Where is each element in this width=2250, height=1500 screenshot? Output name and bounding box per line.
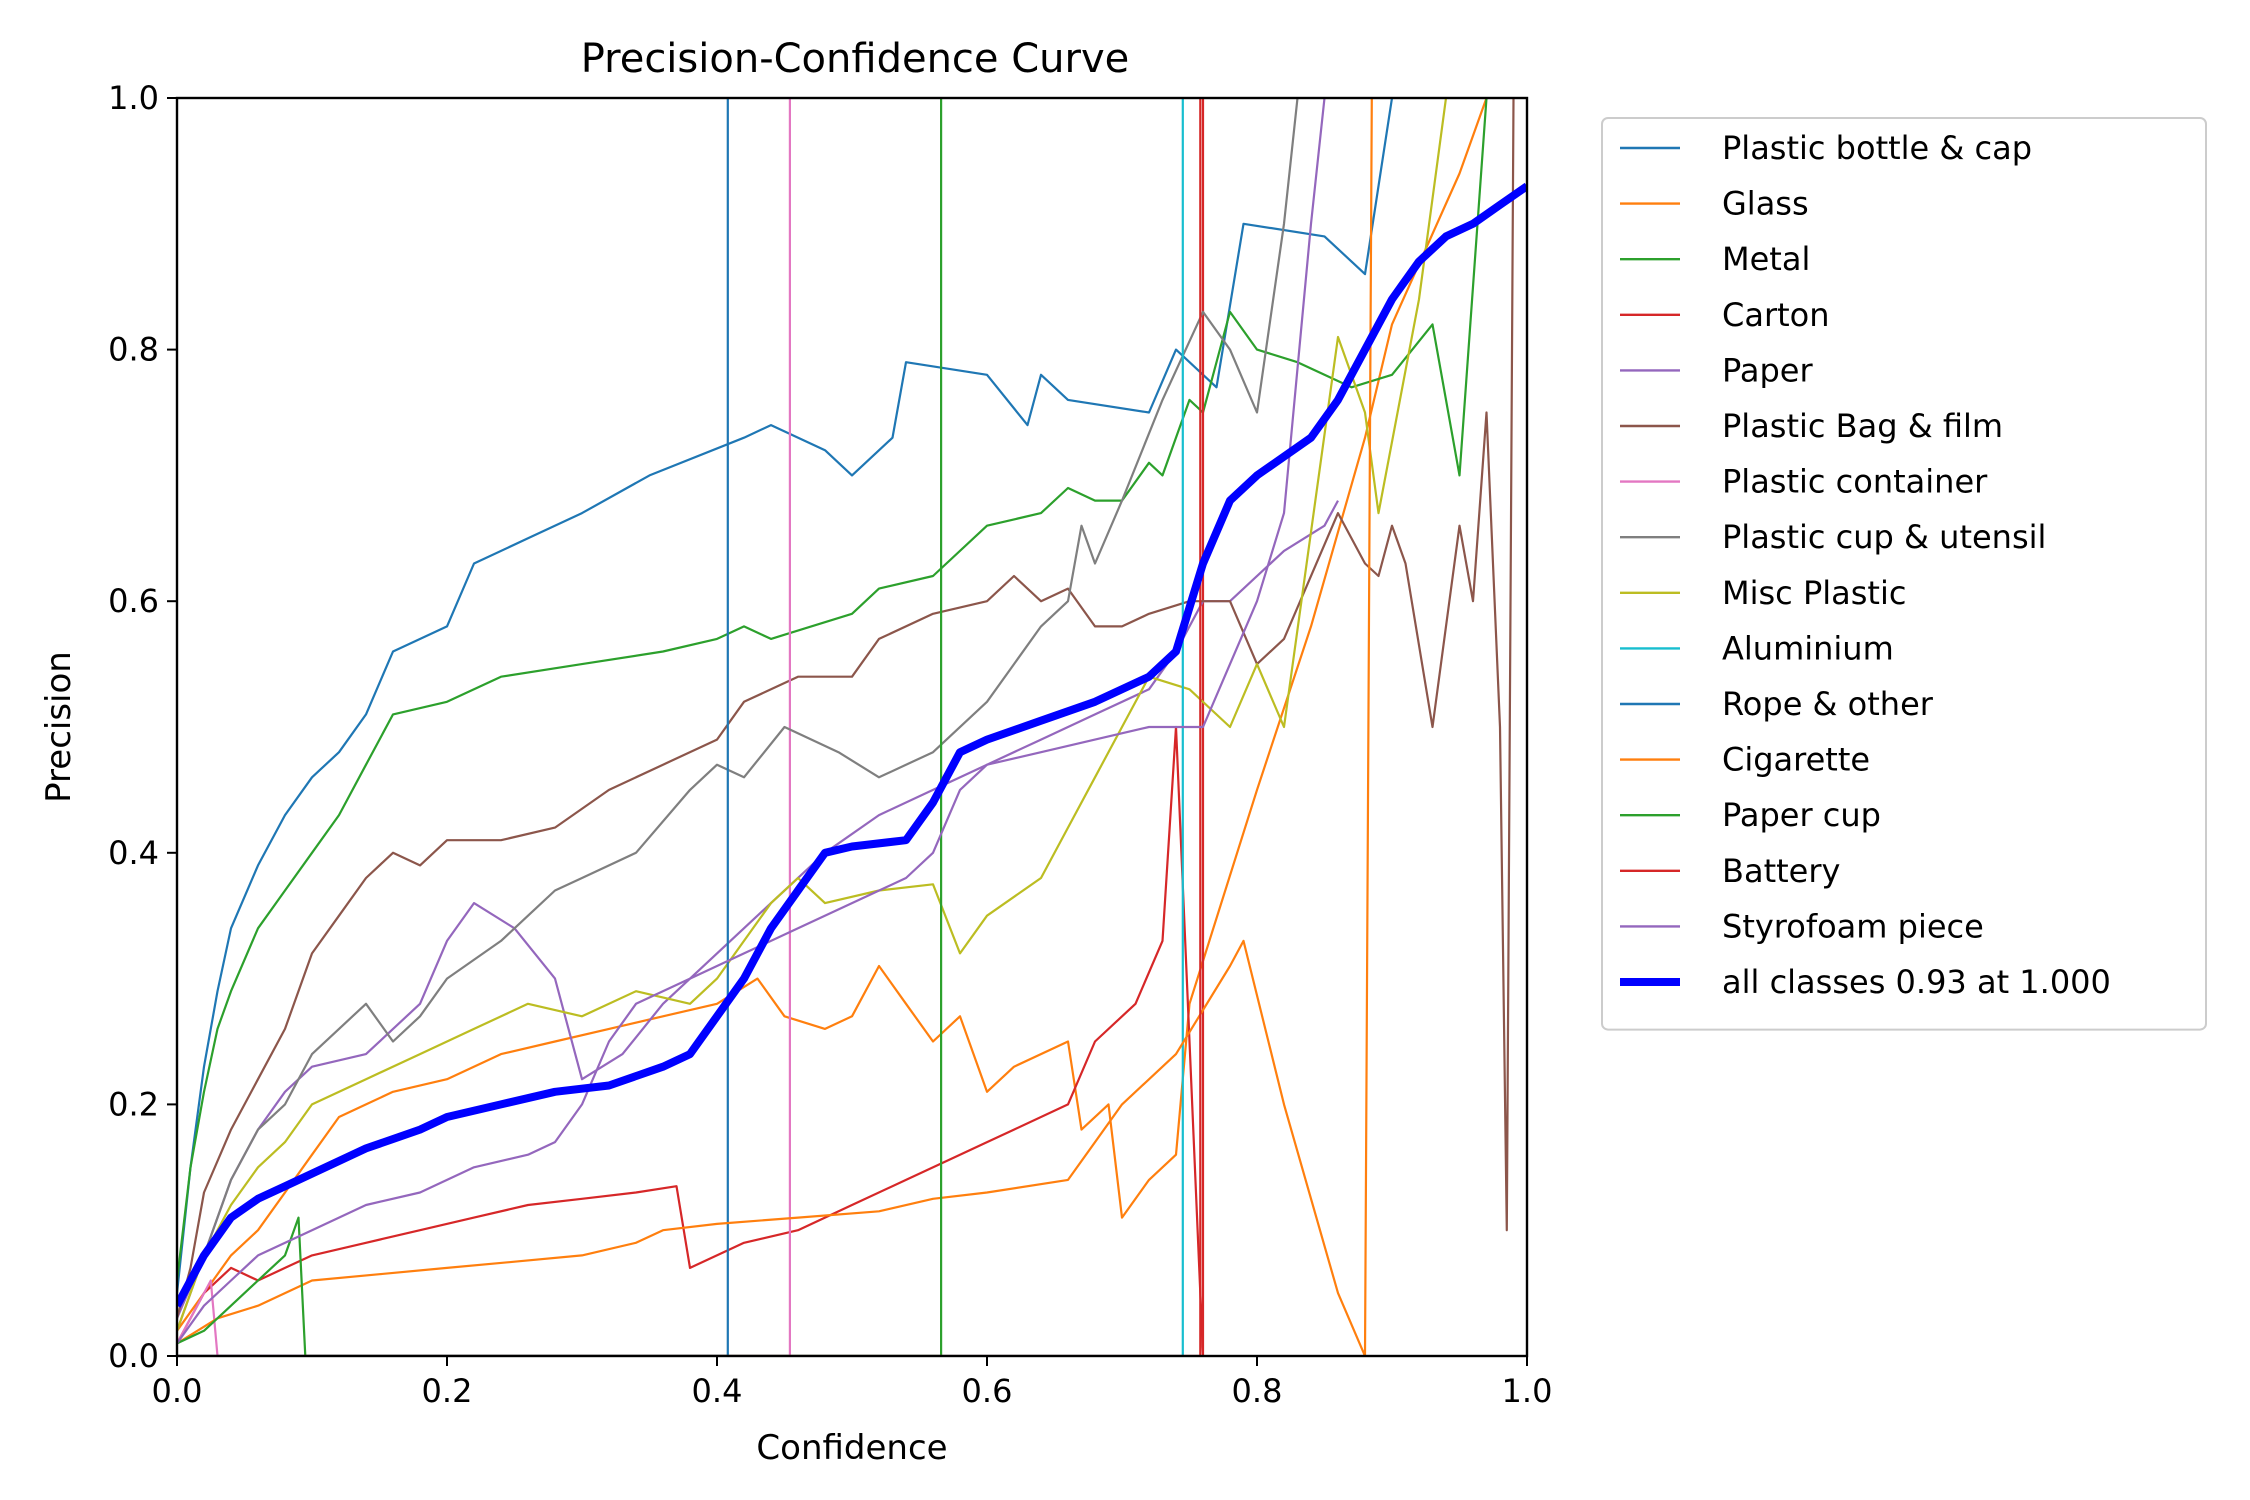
legend-label-rope-other: Rope & other <box>1722 685 1934 723</box>
series-line-paper-cup <box>177 98 943 1356</box>
x-tick-label: 0.6 <box>962 1372 1013 1410</box>
series-line-glass <box>177 98 1488 1332</box>
legend-label-misc-plastic: Misc Plastic <box>1722 574 1906 612</box>
series-line-styrofoam-piece <box>177 98 1326 1345</box>
legend-label-metal: Metal <box>1722 240 1810 278</box>
series-line-plastic-container <box>177 98 792 1356</box>
series-line-rope-other <box>177 98 729 1356</box>
series-line-aluminium <box>177 98 1184 1356</box>
x-tick-label: 0.4 <box>692 1372 743 1410</box>
y-tick-label: 0.6 <box>108 582 159 620</box>
y-axis-label: Precision <box>39 651 79 803</box>
y-tick-label: 0.0 <box>108 1337 159 1375</box>
plot-lines <box>177 98 1527 1356</box>
y-tick-label: 1.0 <box>108 79 159 117</box>
series-line-battery <box>177 98 1202 1356</box>
legend-label-plastic-container: Plastic container <box>1722 463 1988 501</box>
legend-label-plastic-bag-film: Plastic Bag & film <box>1722 407 2003 445</box>
x-axis: 0.0 0.2 0.4 0.6 0.8 1.0 <box>152 1356 1553 1410</box>
x-tick-label: 0.0 <box>152 1372 203 1410</box>
legend-label-paper-cup: Paper cup <box>1722 796 1881 834</box>
legend: Plastic bottle & cap Glass Metal Carton Pape… <box>1601 117 2207 1031</box>
series-line-plastic-bottle-cap <box>177 98 1394 1294</box>
x-tick-label: 0.8 <box>1232 1372 1283 1410</box>
series-line-plastic-bag-film <box>177 98 1515 1319</box>
legend-label-paper: Paper <box>1722 351 1813 389</box>
plot-area-frame <box>175 96 1529 1358</box>
series-line-metal <box>177 98 1488 1281</box>
legend-label-battery: Battery <box>1722 852 1840 890</box>
chart-title: Precision-Confidence Curve <box>581 36 1130 82</box>
legend-label-cigarette: Cigarette <box>1722 741 1870 779</box>
y-axis: 0.0 0.2 0.4 0.6 0.8 1.0 <box>108 79 177 1375</box>
legend-label-styrofoam-piece: Styrofoam piece <box>1722 907 1984 945</box>
legend-label-glass: Glass <box>1722 185 1809 223</box>
series-line-carton <box>177 98 1205 1356</box>
series-line-all-classes-0-93-at-1-000 <box>177 182 1527 1308</box>
x-axis-label: Confidence <box>756 1428 947 1468</box>
series-line-cigarette <box>177 98 1373 1356</box>
legend-frame <box>1601 117 2207 1031</box>
legend-label-plastic-cup-utensil: Plastic cup & utensil <box>1722 518 2046 556</box>
y-tick-label: 0.4 <box>108 834 159 872</box>
y-tick-label: 0.2 <box>108 1085 159 1123</box>
x-tick-label: 1.0 <box>1502 1372 1553 1410</box>
legend-label-plastic-bottle-cap: Plastic bottle & cap <box>1722 129 2032 167</box>
legend-label-aluminium: Aluminium <box>1722 629 1894 667</box>
y-tick-label: 0.8 <box>108 331 159 369</box>
legend-label-carton: Carton <box>1722 296 1830 334</box>
x-tick-label: 0.2 <box>422 1372 473 1410</box>
legend-label-all-classes-0-93-at-1-000: all classes 0.93 at 1.000 <box>1722 963 2111 1001</box>
series-line-plastic-cup-utensil <box>177 98 1299 1332</box>
